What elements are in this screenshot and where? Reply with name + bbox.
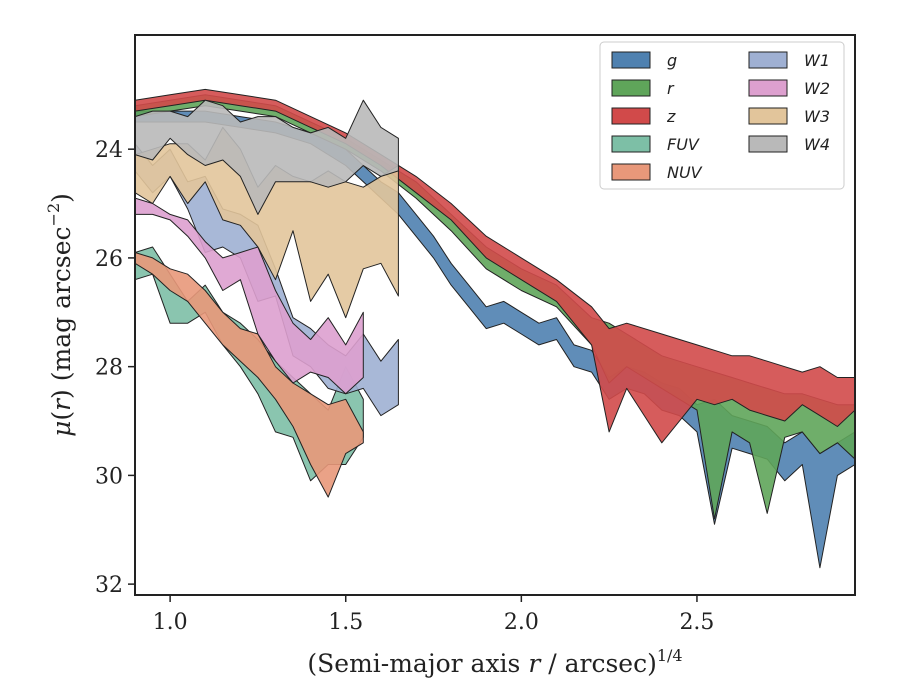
legend-label-w3: W3 — [804, 107, 830, 126]
series-bands — [135, 88, 855, 569]
legend-label-nuv: NUV — [667, 163, 703, 182]
x-tick-label: 1.0 — [153, 610, 188, 635]
y-tick-label: 28 — [95, 356, 123, 381]
legend-label-w4: W4 — [804, 135, 830, 154]
legend-label-w1: W1 — [804, 51, 830, 70]
y-axis-ticks: 24 26 28 30 32 — [95, 138, 135, 598]
x-tick-label: 2.5 — [679, 610, 714, 635]
y-tick-label: 30 — [95, 464, 123, 489]
legend-swatch-z — [611, 107, 651, 125]
band-nuv — [135, 252, 364, 498]
x-axis-label: (Semi-major axis r / arcsec)1/4 — [307, 646, 682, 678]
legend-swatch-w1 — [748, 51, 788, 69]
band-w4 — [135, 99, 399, 215]
legend-swatch-w4 — [748, 135, 788, 153]
y-axis-label: μ(r) (mag arcsec−2) — [44, 193, 76, 437]
plot-frame — [134, 34, 856, 596]
band-w2 — [135, 197, 364, 395]
legend-swatch-w2 — [748, 79, 788, 97]
legend-swatch-w3 — [748, 107, 788, 125]
band-g — [135, 110, 855, 569]
y-tick-label: 26 — [95, 247, 123, 272]
legend-label-fuv: FUV — [667, 135, 700, 154]
legend-label-z: z — [666, 107, 676, 126]
y-tick-label: 32 — [95, 573, 123, 598]
legend-swatch-fuv — [611, 135, 651, 153]
y-tick-label: 24 — [95, 138, 123, 163]
legend-swatch-g — [611, 51, 651, 69]
legend-swatch-r — [611, 79, 651, 97]
legend-swatch-nuv — [611, 163, 651, 181]
x-axis-ticks: 1.0 1.5 2.0 2.5 — [153, 595, 714, 635]
band-z — [135, 88, 855, 444]
x-tick-label: 2.0 — [504, 610, 539, 635]
legend-label-w2: W2 — [804, 79, 830, 98]
legend-label-g: g — [667, 51, 677, 70]
x-tick-label: 1.5 — [328, 610, 363, 635]
legend: grz FUV NUV W1 W2 W3 W4 — [599, 41, 845, 190]
legend-label-r: r — [667, 79, 675, 98]
